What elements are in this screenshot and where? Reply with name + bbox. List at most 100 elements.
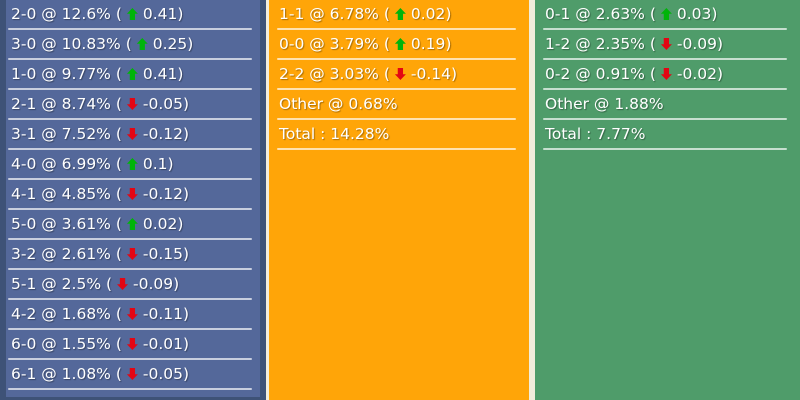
row-delta-text: -0.02): [676, 65, 724, 83]
trend-down-icon: [126, 308, 138, 320]
trend-up-icon: [126, 218, 138, 230]
score-row: 5-1 @ 2.5% ( -0.09): [6, 270, 260, 298]
row-divider: [543, 88, 787, 90]
score-row: 1-1 @ 6.78% ( 0.02): [269, 0, 529, 28]
row-delta-text: 0.19): [410, 35, 452, 53]
row-delta-text: 0.41): [142, 65, 184, 83]
row-divider: [8, 328, 252, 330]
row-text: 2-2 @ 3.03% (: [279, 65, 390, 83]
row-divider: [543, 148, 787, 150]
row-divider: [8, 268, 252, 270]
row-delta-text: 0.25): [152, 35, 194, 53]
trend-up-icon: [660, 8, 672, 20]
row-delta-text: -0.15): [142, 245, 190, 263]
trend-up-icon: [126, 158, 138, 170]
row-divider: [8, 148, 252, 150]
row-delta-text: -0.01): [142, 335, 190, 353]
other-row: Other @ 0.68%: [269, 90, 529, 118]
home-scores-column: 2-0 @ 12.6% ( 0.41) 3-0 @ 10.83% ( 0.25) 1-0…: [0, 0, 266, 400]
row-text: 0-2 @ 0.91% (: [545, 65, 656, 83]
score-row: 2-2 @ 3.03% ( -0.14): [269, 60, 529, 88]
trend-down-icon: [660, 38, 672, 50]
row-text: 3-2 @ 2.61% (: [11, 245, 122, 263]
draw-scores-column: 1-1 @ 6.78% (0.02) 0-0 @ 3.79% (0.19) 2-2 …: [269, 0, 529, 400]
trend-down-icon: [126, 188, 138, 200]
row-text: 2-1 @ 8.74% (: [11, 95, 122, 113]
row-text: 3-0 @ 10.83% (: [11, 35, 132, 53]
row-delta-text: -0.09): [676, 35, 724, 53]
row-divider: [8, 208, 252, 210]
row-text: 1-0 @ 9.77% (: [11, 65, 122, 83]
score-row: 3-2 @ 2.61% ( -0.15): [6, 240, 260, 268]
trend-down-icon: [394, 68, 406, 80]
row-text: 6-0 @ 1.55% (: [11, 335, 122, 353]
row-text: 1-2 @ 2.35% (: [545, 35, 656, 53]
row-delta-text: -0.05): [142, 95, 190, 113]
row-delta-text: 0.03): [676, 5, 718, 23]
total-row: Total : 14.28%: [269, 120, 529, 148]
trend-down-icon: [126, 338, 138, 350]
row-divider: [8, 298, 252, 300]
row-divider: [8, 28, 252, 30]
row-delta-text: 0.02): [410, 5, 452, 23]
score-row: 0-0 @ 3.79% (0.19): [269, 30, 529, 58]
row-divider: [277, 148, 516, 150]
trend-down-icon: [117, 278, 129, 290]
row-text: 4-0 @ 6.99% (: [11, 155, 122, 173]
score-row: 2-0 @ 12.6% ( 0.41): [6, 0, 260, 28]
row-delta-text: -0.12): [142, 125, 190, 143]
row-delta-text: -0.09): [133, 275, 180, 293]
row-divider: [8, 388, 252, 390]
row-divider: [543, 28, 787, 30]
trend-down-icon: [660, 68, 672, 80]
row-delta-text: 0.1): [142, 155, 174, 173]
score-row: 4-1 @ 4.85% ( -0.12): [6, 180, 260, 208]
score-row: 4-0 @ 6.99% ( 0.1): [6, 150, 260, 178]
row-text: 4-1 @ 4.85% (: [11, 185, 122, 203]
trend-up-icon: [394, 38, 406, 50]
trend-down-icon: [126, 248, 138, 260]
score-row: 0-2 @ 0.91% ( -0.02): [535, 60, 800, 88]
row-delta-text: -0.11): [142, 305, 190, 323]
row-text: 5-0 @ 3.61% (: [11, 215, 122, 233]
score-row: 6-1 @ 1.08% ( -0.05): [6, 360, 260, 388]
trend-up-icon: [126, 8, 138, 20]
row-divider: [8, 118, 252, 120]
row-text: Other @ 1.88%: [545, 95, 664, 113]
score-row: 1-2 @ 2.35% ( -0.09): [535, 30, 800, 58]
away-scores-column: 0-1 @ 2.63% (0.03) 1-2 @ 2.35% ( -0.09) 0-2…: [535, 0, 800, 400]
row-divider: [277, 28, 516, 30]
score-row: 3-0 @ 10.83% ( 0.25): [6, 30, 260, 58]
row-text: 6-1 @ 1.08% (: [11, 365, 122, 383]
row-text: Total : 7.77%: [545, 125, 646, 143]
row-divider: [8, 178, 252, 180]
trend-up-icon: [126, 68, 138, 80]
row-delta-text: -0.14): [410, 65, 458, 83]
row-text: Total : 14.28%: [279, 125, 390, 143]
row-divider: [8, 358, 252, 360]
score-row: 3-1 @ 7.52% (-0.12): [6, 120, 260, 148]
row-text: Other @ 0.68%: [279, 95, 398, 113]
score-row: 5-0 @ 3.61% ( 0.02): [6, 210, 260, 238]
row-delta-text: -0.05): [142, 365, 190, 383]
row-divider: [8, 88, 252, 90]
score-row: 4-2 @ 1.68% ( -0.11): [6, 300, 260, 328]
row-delta-text: 0.41): [142, 5, 184, 23]
row-divider: [543, 118, 787, 120]
score-row: 6-0 @ 1.55% ( -0.01): [6, 330, 260, 358]
row-divider: [543, 58, 787, 60]
row-delta-text: 0.02): [142, 215, 184, 233]
row-text: 2-0 @ 12.6% (: [11, 5, 122, 23]
row-text: 1-1 @ 6.78% (: [279, 5, 390, 23]
trend-up-icon: [394, 8, 406, 20]
score-row: 0-1 @ 2.63% (0.03): [535, 0, 800, 28]
total-row: Total : 7.77%: [535, 120, 800, 148]
row-delta-text: -0.12): [142, 185, 190, 203]
row-text: 5-1 @ 2.5% (: [11, 275, 113, 293]
row-text: 4-2 @ 1.68% (: [11, 305, 122, 323]
score-row: 1-0 @ 9.77% ( 0.41): [6, 60, 260, 88]
other-row: Other @ 1.88%: [535, 90, 800, 118]
row-divider: [277, 118, 516, 120]
row-divider: [277, 88, 516, 90]
